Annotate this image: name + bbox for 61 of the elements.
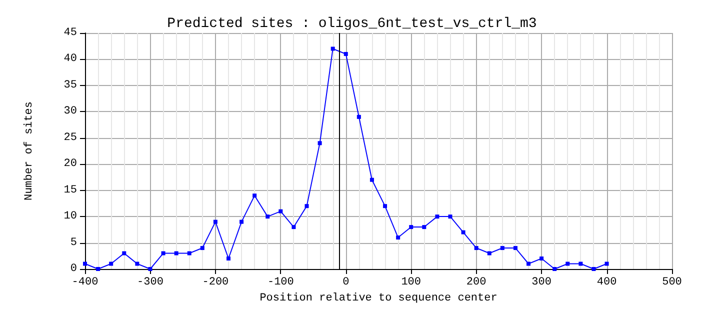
x-tick-label: -200 [202, 276, 229, 288]
point [487, 251, 492, 256]
point [370, 178, 374, 182]
point [396, 236, 400, 240]
x-tick-label: 100 [401, 276, 422, 288]
y-tick-label: 0 [70, 263, 77, 275]
point [540, 256, 544, 261]
x-tick-label: 200 [466, 276, 486, 288]
point [135, 262, 140, 266]
point [278, 209, 283, 214]
x-tick-label: 400 [596, 276, 617, 288]
point [435, 214, 440, 219]
point [148, 267, 152, 271]
y-tick-label: 25 [64, 132, 77, 144]
point [474, 246, 478, 250]
point [252, 194, 257, 198]
y-tick-label: 30 [64, 106, 77, 118]
point [578, 262, 583, 266]
point [226, 256, 230, 261]
point [513, 246, 518, 250]
point [566, 262, 570, 266]
point [266, 214, 270, 219]
point [461, 230, 466, 234]
point [109, 262, 114, 266]
point [330, 46, 335, 51]
point [344, 52, 348, 56]
point [240, 220, 244, 224]
point [383, 204, 388, 208]
point [83, 262, 87, 266]
point [304, 204, 309, 208]
point [356, 114, 361, 119]
point [213, 220, 218, 224]
y-tick-label: 45 [64, 27, 77, 39]
point [409, 225, 414, 230]
x-tick-label: 500 [662, 276, 682, 288]
y-axis-title: Number of sites [24, 101, 36, 201]
point [604, 262, 609, 266]
point [318, 141, 322, 146]
point [500, 246, 504, 250]
x-tick-label: -400 [72, 276, 98, 288]
chart-title: Predicted sites : oligos_6nt_test_vs_ctrl_m3 [167, 16, 537, 32]
point [448, 214, 452, 219]
y-tick-label: 20 [64, 158, 77, 170]
x-axis-title: Position relative to sequence center [260, 292, 498, 304]
y-tick-label: 40 [64, 53, 77, 66]
y-tick-label: 5 [70, 236, 77, 249]
point [292, 225, 296, 230]
y-tick-label: 10 [64, 210, 77, 223]
y-tick-label: 35 [64, 79, 77, 92]
point [526, 262, 531, 266]
point [161, 251, 166, 256]
y-tick-label: 15 [64, 184, 77, 196]
point [187, 251, 192, 256]
point [422, 225, 426, 230]
x-tick-label: -300 [137, 276, 164, 288]
point [122, 251, 126, 256]
x-tick-label: 300 [532, 276, 552, 288]
point [200, 246, 204, 250]
point [174, 251, 178, 256]
x-tick-label: -100 [267, 276, 294, 288]
x-tick-label: 0 [342, 276, 350, 288]
